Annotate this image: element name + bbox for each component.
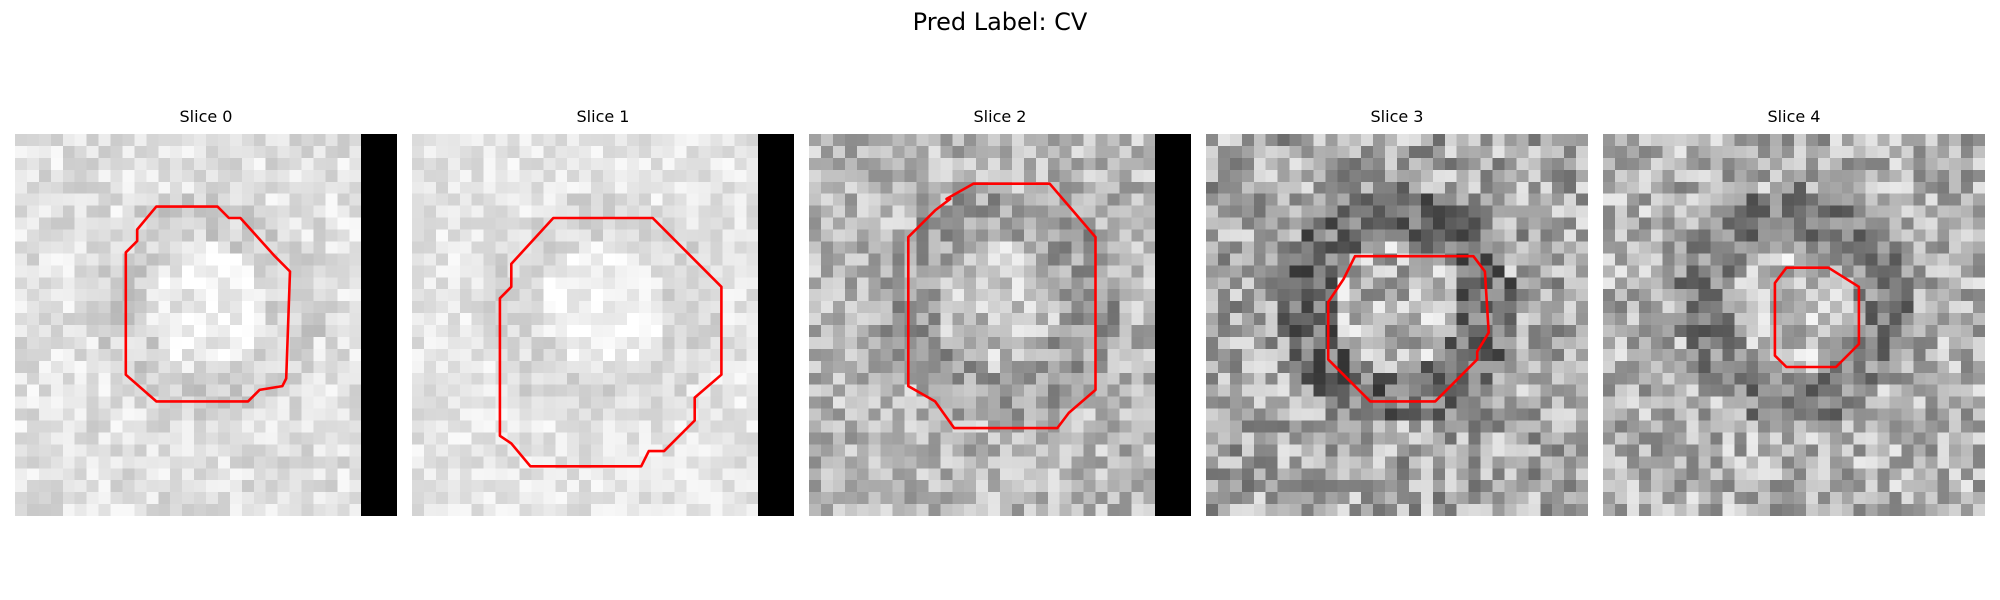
slice-title: Slice 0 <box>179 107 233 126</box>
contour-overlay <box>124 205 292 403</box>
slice-panel-0: Slice 0 <box>15 100 397 516</box>
slice-title: Slice 3 <box>1370 107 1424 126</box>
contour-overlay <box>498 216 723 468</box>
slice-title: Slice 2 <box>973 107 1027 126</box>
slice-panel-3: Slice 3 <box>1206 100 1588 516</box>
slice-image <box>1206 134 1588 516</box>
slice-image <box>412 134 794 516</box>
slice-image <box>15 134 397 516</box>
contour-overlay <box>1773 266 1861 369</box>
slice-panel-2: Slice 2 <box>809 100 1191 516</box>
segmentation-contour <box>124 205 292 403</box>
slice-panel-4: Slice 4 <box>1603 100 1985 516</box>
slice-panel-1: Slice 1 <box>412 100 794 516</box>
segmentation-contour <box>1773 266 1861 369</box>
slice-title: Slice 4 <box>1767 107 1821 126</box>
contour-overlay <box>1326 254 1491 403</box>
segmentation-contour <box>1326 254 1491 403</box>
slice-title: Slice 1 <box>576 107 630 126</box>
segmentation-contour <box>498 216 723 468</box>
contour-overlay <box>907 182 1097 430</box>
figure-title: Pred Label: CV <box>912 8 1088 36</box>
slice-image <box>809 134 1191 516</box>
segmentation-contour <box>907 182 1097 430</box>
slice-image <box>1603 134 1985 516</box>
